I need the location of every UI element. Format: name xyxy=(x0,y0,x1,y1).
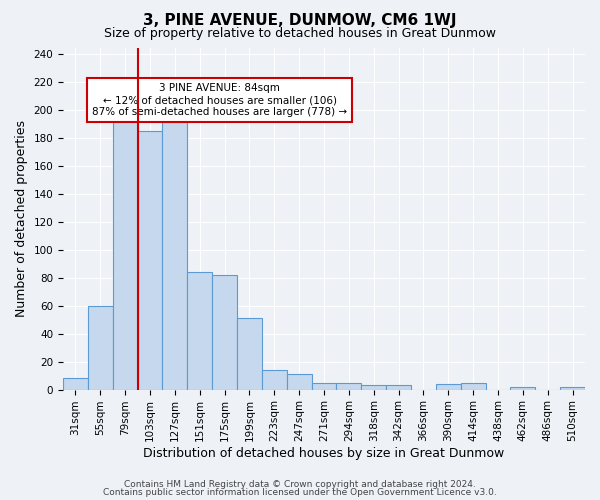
Bar xyxy=(386,386,411,390)
Bar xyxy=(361,386,386,390)
Bar xyxy=(511,387,535,390)
Bar xyxy=(436,384,461,390)
Bar xyxy=(137,132,163,390)
Bar xyxy=(237,318,262,390)
Bar xyxy=(311,382,337,390)
Text: 3 PINE AVENUE: 84sqm
← 12% of detached houses are smaller (106)
87% of semi-deta: 3 PINE AVENUE: 84sqm ← 12% of detached h… xyxy=(92,84,347,116)
Bar xyxy=(212,275,237,390)
Text: 3, PINE AVENUE, DUNMOW, CM6 1WJ: 3, PINE AVENUE, DUNMOW, CM6 1WJ xyxy=(143,12,457,28)
Bar xyxy=(337,382,361,390)
Bar xyxy=(113,108,137,390)
Text: Size of property relative to detached houses in Great Dunmow: Size of property relative to detached ho… xyxy=(104,28,496,40)
Bar xyxy=(560,387,585,390)
Bar xyxy=(163,122,187,390)
Bar xyxy=(88,306,113,390)
Text: Contains public sector information licensed under the Open Government Licence v3: Contains public sector information licen… xyxy=(103,488,497,497)
Bar xyxy=(187,272,212,390)
Bar xyxy=(63,378,88,390)
Text: Contains HM Land Registry data © Crown copyright and database right 2024.: Contains HM Land Registry data © Crown c… xyxy=(124,480,476,489)
Y-axis label: Number of detached properties: Number of detached properties xyxy=(15,120,28,317)
Bar xyxy=(287,374,311,390)
X-axis label: Distribution of detached houses by size in Great Dunmow: Distribution of detached houses by size … xyxy=(143,447,505,460)
Bar xyxy=(461,382,485,390)
Bar xyxy=(262,370,287,390)
